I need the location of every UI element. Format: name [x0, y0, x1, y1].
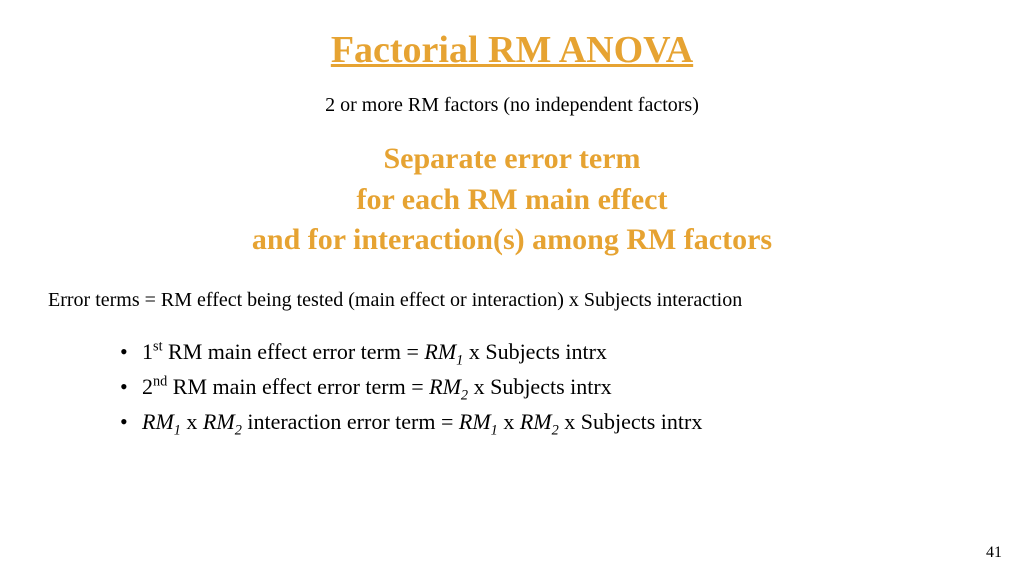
ordinal-suffix: nd [153, 373, 167, 389]
times-text: x [498, 409, 520, 434]
bullet-text: interaction error term = [242, 409, 459, 434]
rm-var: RM [459, 409, 491, 434]
rm-var: RM [203, 409, 235, 434]
rm-subscript: 1 [491, 422, 498, 438]
bullet-item-2: 2nd RM main effect error term = RM2 x Su… [120, 371, 984, 406]
rm-var: RM [520, 409, 552, 434]
highlight-block: Separate error term for each RM main eff… [40, 139, 984, 261]
rm-subscript: 2 [461, 387, 468, 403]
slide-title: Factorial RM ANOVA [40, 28, 984, 72]
ordinal-num: 1 [142, 339, 153, 364]
bullet-text: RM main effect error term = [167, 374, 429, 399]
bullet-tail: x Subjects intrx [468, 374, 612, 399]
rm-var: RM [424, 339, 456, 364]
ordinal-suffix: st [153, 338, 163, 354]
rm-var: RM [429, 374, 461, 399]
bullet-tail: x Subjects intrx [559, 409, 703, 434]
bullet-item-1: 1st RM main effect error term = RM1 x Su… [120, 336, 984, 371]
rm-subscript: 1 [174, 422, 181, 438]
rm-subscript: 2 [235, 422, 242, 438]
highlight-line-3: and for interaction(s) among RM factors [40, 220, 984, 261]
slide-subtitle: 2 or more RM factors (no independent fac… [40, 94, 984, 117]
times-text: x [181, 409, 203, 434]
bullet-item-3: RM1 x RM2 interaction error term = RM1 x… [120, 406, 984, 441]
ordinal-num: 2 [142, 374, 153, 399]
highlight-line-1: Separate error term [40, 139, 984, 180]
rm-subscript: 2 [552, 422, 559, 438]
highlight-line-2: for each RM main effect [40, 180, 984, 221]
bullet-list: 1st RM main effect error term = RM1 x Su… [120, 336, 984, 441]
rm-var: RM [142, 409, 174, 434]
page-number: 41 [986, 544, 1002, 562]
bullet-text: RM main effect error term = [163, 339, 425, 364]
error-terms-description: Error terms = RM effect being tested (ma… [48, 289, 984, 312]
bullet-tail: x Subjects intrx [463, 339, 607, 364]
